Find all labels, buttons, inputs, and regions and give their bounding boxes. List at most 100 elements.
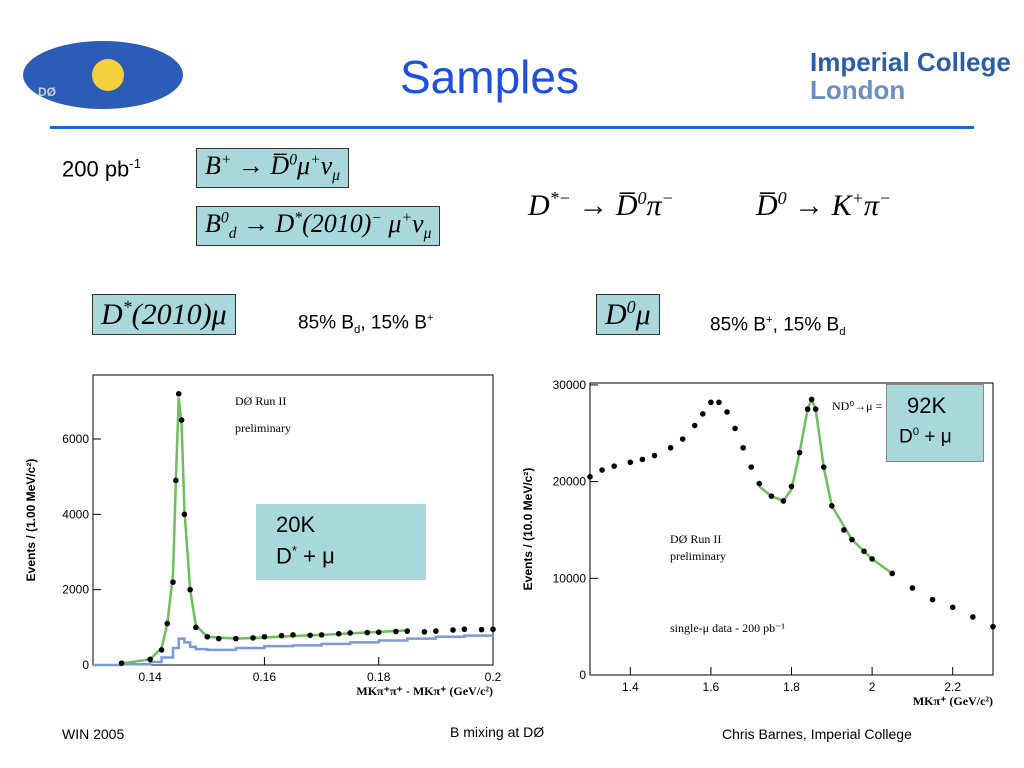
data-point xyxy=(639,456,646,463)
data-point xyxy=(204,633,211,640)
formula: D̅0 → K+π− xyxy=(756,188,892,222)
data-point xyxy=(233,635,239,642)
data-point xyxy=(970,614,976,620)
data-point xyxy=(861,548,867,555)
title: Samples xyxy=(400,51,579,103)
footer-center: B mixing at DØ xyxy=(450,724,545,740)
annotation: preliminary xyxy=(235,421,291,435)
data-point xyxy=(949,604,956,611)
data-point xyxy=(181,511,188,518)
data-point xyxy=(164,620,171,627)
logo-line: Imperial College xyxy=(810,47,1011,77)
data-point xyxy=(724,409,730,415)
fraction: 85% B+, 15% Bd xyxy=(710,314,846,339)
histogram xyxy=(93,634,495,667)
data-point xyxy=(450,627,456,633)
x-tick-label: 2.2 xyxy=(944,680,961,694)
x-tick-label: 0.2 xyxy=(485,670,502,684)
logo-graphic: DØ xyxy=(23,41,183,109)
annotation: preliminary xyxy=(670,549,726,563)
logo-left: DØ xyxy=(18,38,188,112)
yield-box: 20K D* + μ xyxy=(256,504,426,580)
x-tick-label: 0.14 xyxy=(138,670,162,684)
data-point xyxy=(478,626,485,633)
data-point xyxy=(347,630,353,636)
data-point xyxy=(756,480,763,487)
data-point xyxy=(421,629,428,635)
data-point xyxy=(679,436,686,442)
x-axis-label: MKπ⁺π⁺ - MKπ⁺ (GeV/c²) xyxy=(356,684,493,698)
data-point xyxy=(404,628,411,634)
logo-text: DØ xyxy=(38,85,56,99)
data-point xyxy=(788,483,795,490)
data-point xyxy=(250,635,256,641)
data-point xyxy=(841,527,847,533)
data-point xyxy=(796,449,803,456)
data-point xyxy=(627,459,634,466)
fit-line xyxy=(758,396,893,575)
y-tick-label: 0 xyxy=(82,658,89,672)
data-point xyxy=(193,624,199,631)
data-point xyxy=(829,502,835,509)
data-point xyxy=(261,633,268,640)
y-tick-label: 20000 xyxy=(553,475,587,489)
data-point xyxy=(147,656,153,663)
data-point xyxy=(691,422,698,429)
y-axis-label: Events / (10.0 MeV/c²) xyxy=(521,468,535,591)
x-tick-label: 1.8 xyxy=(783,680,800,694)
luminosity: 200 pb-1 xyxy=(62,156,142,182)
data-point xyxy=(804,406,811,412)
data-point xyxy=(393,628,399,635)
logo-right: Imperial College London xyxy=(810,48,1011,104)
y-tick-label: 6000 xyxy=(62,432,89,446)
data-point xyxy=(335,630,342,637)
yield: 92K xyxy=(907,393,947,418)
data-point xyxy=(748,464,754,470)
formula: D0μ xyxy=(596,294,660,335)
data-point xyxy=(708,399,714,406)
y-tick-label: 30000 xyxy=(553,378,587,392)
y-tick-label: 0 xyxy=(579,668,586,682)
data-point xyxy=(118,660,125,666)
data-point xyxy=(375,629,382,636)
data-point xyxy=(667,444,674,451)
x-axis-label: MKπ⁺ (GeV/c²) xyxy=(913,694,993,708)
footer-right: Chris Barnes, Imperial College xyxy=(722,726,912,742)
data-point xyxy=(808,396,815,403)
rule xyxy=(50,126,974,129)
data-point xyxy=(175,391,182,397)
x-tick-label: 1.6 xyxy=(703,680,720,694)
x-tick-label: 2 xyxy=(869,680,876,694)
data-point xyxy=(178,417,185,423)
formula: D*(2010)μ xyxy=(92,294,236,335)
x-tick-label: 1.4 xyxy=(622,680,639,694)
data-point xyxy=(716,399,722,406)
y-tick-label: 2000 xyxy=(62,583,89,597)
annotation: DØ Run II xyxy=(670,532,721,546)
data-point xyxy=(170,579,176,585)
data-point xyxy=(740,444,746,451)
y-tick-label: 4000 xyxy=(62,507,89,521)
data-point xyxy=(599,467,605,473)
data-point xyxy=(364,629,371,636)
data-point xyxy=(278,632,285,639)
data-point xyxy=(587,473,593,480)
data-point xyxy=(820,464,827,470)
annotation: single-μ data - 200 pb⁻¹ xyxy=(670,621,785,635)
data-point xyxy=(433,628,439,634)
data-point xyxy=(869,556,875,562)
formula: B+ → D̅0μ+νμ xyxy=(196,148,349,189)
data-point xyxy=(849,536,855,543)
x-tick-label: 0.18 xyxy=(367,670,391,684)
y-axis-label: Events / (1.00 MeV/c²) xyxy=(24,459,38,582)
data-point xyxy=(290,632,296,638)
data-point xyxy=(158,647,165,653)
data-point xyxy=(929,596,936,603)
x-tick-label: 0.16 xyxy=(253,670,277,684)
data-point xyxy=(187,586,193,593)
data-point xyxy=(461,626,468,633)
formula: D*− → D̅0π− xyxy=(528,188,674,222)
data-point xyxy=(780,498,787,504)
